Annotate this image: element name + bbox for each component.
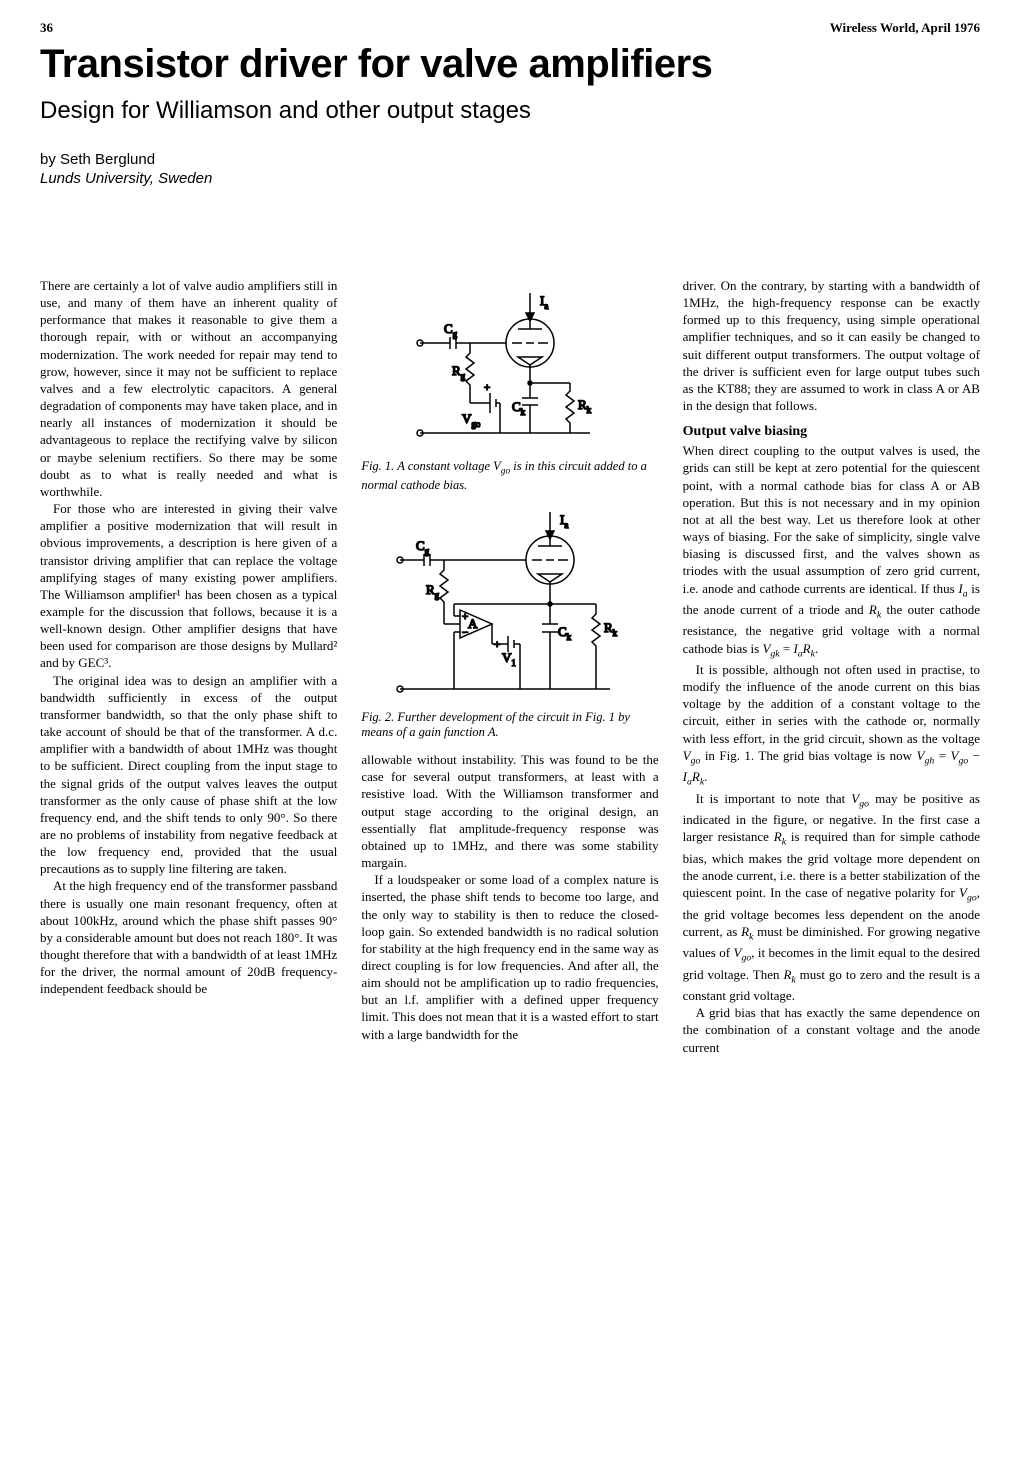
svg-text:Rk: Rk xyxy=(604,620,618,638)
svg-text:A: A xyxy=(468,616,478,631)
svg-text:Rk: Rk xyxy=(578,397,592,415)
author: by Seth Berglund xyxy=(40,151,980,168)
body-columns: There are certainly a lot of valve audio… xyxy=(40,277,980,1056)
figure-2: Ia Cg Rg xyxy=(361,504,658,741)
c3-p5: A grid bias that has exactly the same de… xyxy=(683,1004,980,1055)
affiliation: Lunds University, Sweden xyxy=(40,170,980,187)
svg-text:V1: V1 xyxy=(502,650,516,668)
c1-p2: For those who are interested in giving t… xyxy=(40,500,337,672)
svg-text:+: + xyxy=(484,382,490,394)
publication: Wireless World, April 1976 xyxy=(830,20,980,36)
svg-text:Rg: Rg xyxy=(426,582,440,600)
page-number: 36 xyxy=(40,20,53,36)
c1-p1: There are certainly a lot of valve audio… xyxy=(40,277,337,500)
svg-text:Ia: Ia xyxy=(540,293,548,311)
section-heading: Output valve biasing xyxy=(683,424,980,440)
figure-1-caption: Fig. 1. A constant voltage Vgo is in thi… xyxy=(361,459,658,494)
svg-text:+: + xyxy=(494,639,500,651)
figure-2-svg: Ia Cg Rg xyxy=(390,504,630,704)
svg-text:Ck: Ck xyxy=(558,624,572,642)
svg-text:Cg: Cg xyxy=(416,538,430,556)
svg-text:Vgo: Vgo xyxy=(462,411,481,429)
c1-p4: At the high frequency end of the transfo… xyxy=(40,877,337,997)
article-title: Transistor driver for valve amplifiers xyxy=(40,42,980,87)
svg-text:−: − xyxy=(462,627,468,639)
svg-text:Cg: Cg xyxy=(444,321,458,339)
svg-text:+: + xyxy=(462,611,468,623)
c3-p1: driver. On the contrary, by starting wit… xyxy=(683,277,980,414)
figure-1: Ia Cg xyxy=(361,283,658,494)
c2-p2: If a loudspeaker or some load of a compl… xyxy=(361,871,658,1043)
column-1: There are certainly a lot of valve audio… xyxy=(40,277,337,1056)
svg-text:Ck: Ck xyxy=(512,399,526,417)
article-subtitle: Design for Williamson and other output s… xyxy=(40,97,980,125)
column-2: Ia Cg xyxy=(361,277,658,1056)
c1-p3: The original idea was to design an ampli… xyxy=(40,672,337,878)
svg-text:Rg: Rg xyxy=(452,363,466,381)
svg-text:Ia: Ia xyxy=(560,512,568,530)
c3-p2: When direct coupling to the output valve… xyxy=(683,442,980,661)
c3-p3: It is possible, although not often used … xyxy=(683,661,980,790)
c2-p1: allowable without instability. This was … xyxy=(361,751,658,871)
figure-2-caption: Fig. 2. Further development of the circu… xyxy=(361,710,658,741)
column-3: driver. On the contrary, by starting wit… xyxy=(683,277,980,1056)
page-header: 36 Wireless World, April 1976 xyxy=(40,20,980,36)
figure-1-svg: Ia Cg xyxy=(400,283,620,453)
c3-p4: It is important to note that Vgo may be … xyxy=(683,790,980,1005)
